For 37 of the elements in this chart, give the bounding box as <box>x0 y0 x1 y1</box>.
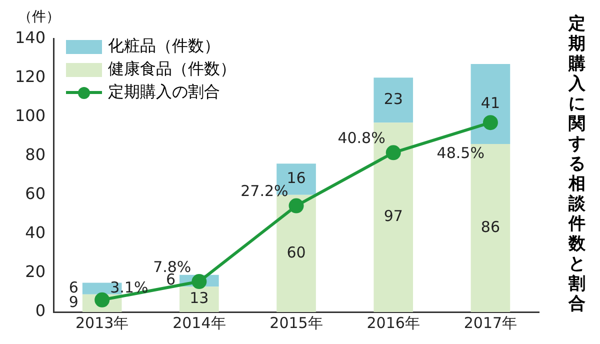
point <box>192 274 207 290</box>
data-label: 3.1% <box>110 278 148 296</box>
legend-label: 健康食品（件数） <box>108 59 236 80</box>
chart-title: 定期購入に関する相談件数と割合 <box>568 14 586 314</box>
x-tick-label: 2017年 <box>464 314 518 332</box>
point <box>386 145 401 160</box>
data-label: 13 <box>190 289 209 308</box>
y-tick-label: 80 <box>25 144 46 164</box>
data-label: 27.2% <box>240 182 288 200</box>
bar <box>276 194 316 312</box>
data-label: 97 <box>384 207 403 226</box>
data-label: 41 <box>480 94 500 112</box>
data-label: 86 <box>480 218 500 236</box>
bar <box>470 64 510 144</box>
bar <box>374 78 414 123</box>
y-tick-label: 100 <box>14 106 46 125</box>
data-label: 48.5% <box>436 144 484 162</box>
data-label: 60 <box>286 243 306 262</box>
point <box>288 198 304 214</box>
data-label: 16 <box>286 169 306 188</box>
y-tick-label: 0 <box>35 301 46 320</box>
bar <box>180 286 219 312</box>
x-tick-label: 2014年 <box>172 314 226 332</box>
data-label: 40.8% <box>338 129 386 148</box>
x-tick-label: 2015年 <box>270 314 323 332</box>
legend-label: 定期購入の割合 <box>108 82 220 103</box>
y-tick-label: 120 <box>14 66 46 86</box>
y-tick-label: 140 <box>14 28 46 47</box>
y-tick-label: 20 <box>25 262 46 282</box>
y-tick-label: 60 <box>25 184 46 203</box>
x-tick-label: 2016年 <box>366 314 420 332</box>
data-label: 23 <box>384 90 403 108</box>
point <box>482 115 498 130</box>
y-tick-label: 40 <box>25 223 46 242</box>
legend-label: 化粧品（件数） <box>108 36 220 57</box>
x-tick-label: 2013年 <box>75 314 129 332</box>
y-axis-title: （件） <box>18 8 60 26</box>
